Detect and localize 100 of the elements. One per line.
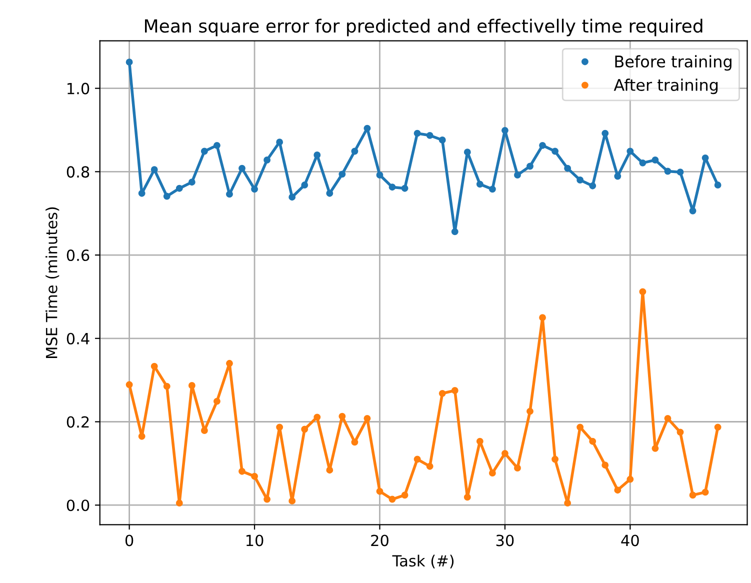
- point: [576, 424, 584, 431]
- point: [689, 207, 696, 214]
- point: [664, 414, 672, 422]
- point: [213, 398, 220, 405]
- point: [326, 466, 334, 474]
- point: [414, 130, 421, 137]
- point: [614, 486, 622, 494]
- point: [552, 456, 559, 463]
- point: [150, 362, 158, 370]
- point: [364, 124, 371, 132]
- point: [163, 382, 170, 390]
- point: [539, 314, 546, 322]
- x-tick-label: 20: [371, 534, 388, 546]
- y-tick-label: 0.6: [66, 250, 90, 262]
- point: [288, 194, 296, 201]
- point: [626, 148, 634, 155]
- point: [188, 178, 196, 186]
- point: [451, 387, 458, 394]
- point: [539, 142, 546, 149]
- point: [200, 427, 208, 434]
- point: [514, 172, 521, 178]
- point: [702, 154, 709, 162]
- point: [226, 360, 233, 367]
- point: [426, 132, 434, 139]
- point: [639, 159, 646, 166]
- point: [388, 496, 396, 503]
- point: [251, 472, 258, 480]
- point: [414, 456, 421, 463]
- point: [589, 438, 596, 445]
- point: [150, 166, 158, 174]
- point: [664, 168, 672, 175]
- point: [576, 176, 584, 184]
- x-tick-label: 10: [246, 534, 264, 546]
- point: [401, 492, 408, 499]
- point: [301, 426, 308, 433]
- point: [501, 126, 508, 134]
- point: [301, 182, 308, 188]
- point: [276, 424, 284, 431]
- point: [338, 412, 346, 420]
- point: [213, 142, 220, 149]
- point: [564, 164, 572, 172]
- x-axis-title: Task (#): [392, 554, 454, 568]
- y-tick-label: 1.0: [68, 82, 90, 94]
- point: [552, 148, 559, 155]
- point: [388, 184, 396, 191]
- point: [138, 190, 146, 197]
- point: [464, 148, 471, 156]
- y-tick-label: 0.2: [66, 416, 89, 428]
- point: [163, 192, 170, 200]
- point: [276, 138, 284, 146]
- point: [351, 148, 358, 155]
- point: [126, 58, 133, 66]
- point: [676, 428, 684, 436]
- point: [176, 500, 183, 506]
- point: [526, 408, 534, 415]
- chart-title: Mean square error for predicted and effectivelly time required: [145, 18, 702, 36]
- point: [200, 148, 208, 155]
- legend-label: After training: [614, 78, 718, 94]
- point: [689, 492, 696, 499]
- point: [714, 182, 722, 188]
- point: [138, 432, 146, 440]
- point: [238, 164, 246, 172]
- point: [376, 172, 384, 178]
- point: [238, 468, 246, 475]
- point: [426, 462, 434, 470]
- point: [488, 186, 496, 193]
- point: [639, 288, 646, 296]
- point: [288, 497, 296, 504]
- point: [602, 462, 609, 469]
- point: [126, 381, 133, 388]
- point: [488, 470, 496, 476]
- point: [614, 172, 622, 180]
- point: [314, 152, 321, 158]
- point: [314, 414, 321, 421]
- point: [401, 184, 408, 192]
- point: [676, 168, 684, 176]
- x-tick-label: 0: [125, 534, 134, 546]
- point: [438, 136, 446, 144]
- point: [702, 488, 709, 496]
- point: [564, 500, 572, 506]
- point: [652, 156, 659, 164]
- point: [226, 190, 233, 198]
- point: [714, 424, 722, 431]
- point: [351, 438, 358, 446]
- point: [326, 190, 334, 197]
- point: [526, 162, 534, 170]
- point: [476, 180, 484, 188]
- point: [438, 390, 446, 397]
- point: [501, 450, 508, 457]
- point: [514, 464, 521, 472]
- point: [464, 494, 471, 501]
- point: [188, 382, 196, 389]
- point: [251, 186, 258, 193]
- point: [338, 170, 346, 178]
- y-tick-label: 0.0: [66, 500, 90, 512]
- point: [264, 156, 271, 164]
- point: [602, 130, 609, 137]
- point: [626, 476, 634, 483]
- legend-label: Before training: [615, 55, 732, 71]
- y-tick-label: 0.4: [66, 332, 90, 344]
